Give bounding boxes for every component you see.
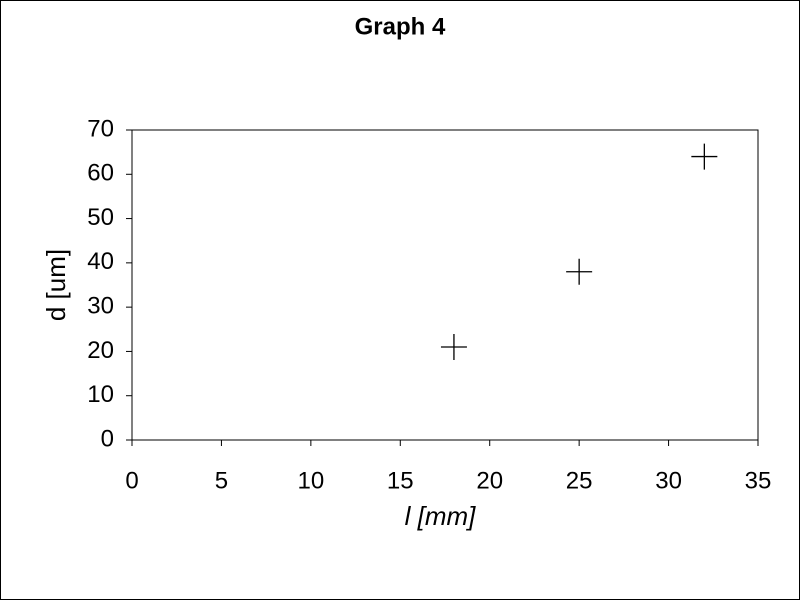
x-tick-label: 25	[566, 467, 593, 494]
y-tick-label: 50	[87, 204, 114, 231]
y-tick-label: 0	[101, 425, 114, 452]
x-tick-label: 35	[745, 467, 772, 494]
x-tick-label: 15	[387, 467, 414, 494]
y-tick-label: 60	[87, 160, 114, 187]
data-point	[691, 143, 718, 170]
chart-title: Graph 4	[355, 13, 446, 40]
y-axis-label: d [um]	[41, 249, 71, 321]
data-point	[566, 258, 593, 285]
x-tick-label: 20	[476, 467, 503, 494]
y-tick-label: 10	[87, 381, 114, 408]
y-tick-label: 20	[87, 337, 114, 364]
x-tick-label: 10	[298, 467, 325, 494]
y-tick-label: 70	[87, 115, 114, 142]
x-tick-label: 30	[655, 467, 682, 494]
y-tick-label: 30	[87, 292, 114, 319]
data-point	[440, 334, 467, 360]
y-tick-label: 40	[87, 248, 114, 275]
x-tick-label: 5	[215, 467, 228, 494]
x-tick-label: 0	[125, 467, 138, 494]
plot-area	[131, 129, 759, 441]
x-axis-label: l [mm]	[405, 501, 477, 531]
